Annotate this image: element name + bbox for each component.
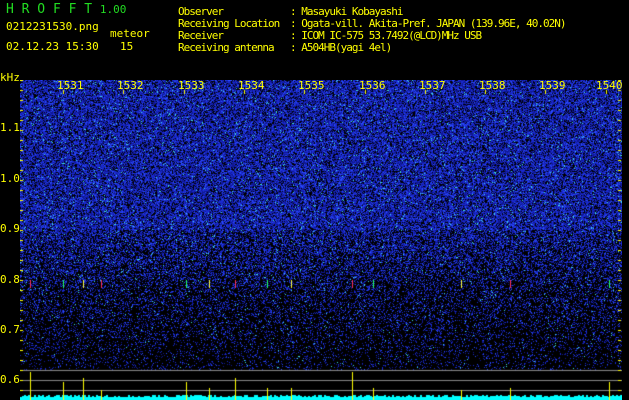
meteor-count: 15: [120, 40, 134, 53]
app-title: H R O F F T 1.00: [6, 2, 127, 17]
x-tick: 1534: [238, 79, 265, 92]
info-value-location: : Ogata-vill. Akita-Pref. JAPAN (139.96E…: [290, 17, 567, 30]
info-value-antenna: : A504HB(yagi 4el): [290, 41, 392, 54]
info-value-receiver: : ICOM IC-575 53.7492(@LCD)MHz USB: [290, 29, 482, 42]
info-label-observer: Observer: [178, 5, 224, 18]
y-tick: 1.0: [0, 172, 20, 185]
info-label-antenna: Receiving antenna: [178, 41, 275, 54]
file-datetime: 02.12.23 15:30: [6, 40, 99, 53]
y-unit: kHz: [0, 71, 20, 84]
x-tick: 1535: [298, 79, 325, 92]
x-tick: 1540: [596, 79, 623, 92]
y-tick: 0.7: [0, 323, 20, 336]
x-tick: 1539: [539, 79, 566, 92]
info-label-receiver: Receiver: [178, 29, 224, 42]
x-tick: 1536: [359, 79, 386, 92]
file-name: 0212231530.png: [6, 20, 99, 33]
info-value-observer: : Masayuki Kobayashi: [290, 5, 403, 18]
y-tick: 1.1: [0, 121, 20, 134]
x-tick: 1531: [57, 79, 84, 92]
y-tick: 0.6: [0, 373, 20, 386]
x-tick: 1537: [419, 79, 446, 92]
app-name: H R O F F T: [6, 2, 93, 17]
info-label-location: Receiving Location: [178, 17, 280, 30]
app-version: 1.00: [99, 3, 127, 16]
x-tick: 1533: [178, 79, 205, 92]
y-tick: 0.8: [0, 273, 20, 286]
y-tick: 0.9: [0, 222, 20, 235]
meteor-label: meteor: [110, 27, 150, 40]
spectrogram: [20, 80, 622, 400]
x-tick: 1532: [117, 79, 144, 92]
x-tick: 1538: [479, 79, 506, 92]
